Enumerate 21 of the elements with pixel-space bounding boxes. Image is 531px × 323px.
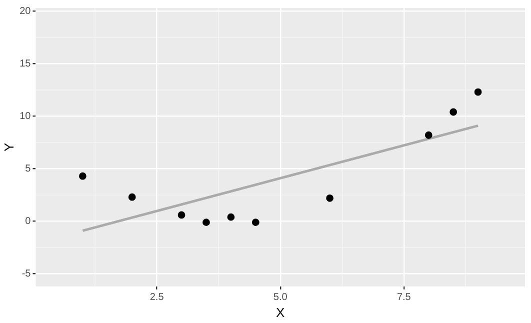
x-tick-label: 5.0	[273, 292, 288, 304]
point	[227, 213, 235, 221]
point	[78, 172, 86, 180]
y-tick-label: -5	[22, 268, 32, 280]
y-axis-title: Y	[1, 142, 16, 152]
point	[252, 218, 260, 226]
y-tick-label: 10	[20, 110, 32, 122]
y-tick-label: 15	[20, 58, 32, 70]
y-tick-label: 0	[25, 216, 32, 228]
point	[424, 131, 432, 139]
y-tick-label: 5	[25, 163, 32, 174]
point	[202, 218, 210, 226]
point	[178, 211, 186, 219]
x-tick-label: 2.5	[150, 292, 164, 304]
point	[128, 193, 136, 201]
point	[450, 108, 458, 116]
x-axis-title: X	[276, 304, 286, 320]
point	[326, 194, 334, 202]
point	[474, 88, 482, 96]
x-tick-label: 7.5	[396, 292, 412, 304]
y-tick-label: 20	[20, 6, 32, 17]
